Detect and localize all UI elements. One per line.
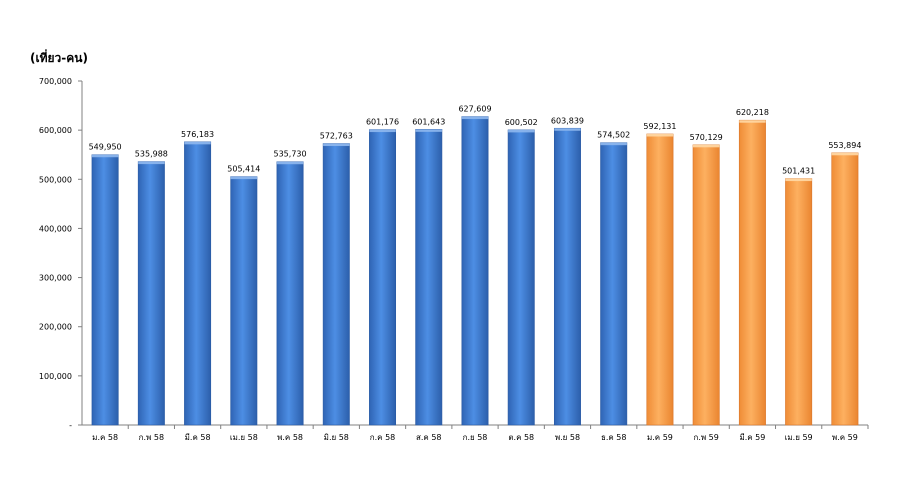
- x-tick-label: ก.ย 58: [463, 433, 488, 442]
- bar: [322, 143, 350, 426]
- bar: [785, 178, 813, 426]
- bar-top-highlight: [323, 143, 350, 147]
- bar: [230, 176, 258, 426]
- bar-top-highlight: [831, 152, 859, 156]
- bar-top-highlight: [230, 176, 258, 180]
- bar: [369, 129, 397, 426]
- x-tick-label: มี.ค 58: [185, 433, 211, 442]
- data-label: 549,950: [89, 143, 122, 152]
- bar-top-highlight: [415, 129, 442, 132]
- x-tick-label: พ.ค 58: [277, 433, 303, 442]
- bar-top-highlight: [276, 161, 304, 165]
- data-label: 601,643: [412, 117, 445, 126]
- data-label: 535,730: [274, 150, 307, 159]
- x-tick-label: ส.ค 58: [416, 433, 442, 442]
- data-label: 574,502: [597, 131, 630, 140]
- bar-top-highlight: [369, 129, 396, 133]
- data-label: 627,609: [458, 105, 491, 114]
- data-label: 570,129: [690, 133, 723, 142]
- bar: [600, 142, 628, 426]
- data-label: 620,218: [736, 108, 769, 117]
- bar-top-highlight: [600, 142, 627, 146]
- bar-top-highlight: [554, 128, 581, 131]
- x-tick-label: มี.ค 59: [739, 433, 765, 442]
- data-label: 592,131: [643, 122, 676, 131]
- x-tick-label: ก.พ 58: [139, 433, 164, 442]
- bar: [184, 141, 212, 426]
- bar: [831, 152, 859, 426]
- x-tick-label: ม.ค 59: [647, 433, 673, 442]
- bar-top-highlight: [184, 141, 211, 145]
- y-tick-label: 100,000: [39, 372, 72, 381]
- data-label: 505,414: [227, 165, 260, 174]
- bar-top-highlight: [461, 116, 489, 120]
- y-tick-label: 400,000: [39, 224, 72, 233]
- bar-top-highlight: [138, 161, 165, 165]
- x-tick-label: เม.ย 58: [230, 433, 258, 442]
- y-tick-label: 600,000: [39, 126, 72, 135]
- y-tick-label: 300,000: [39, 274, 72, 283]
- bar: [137, 161, 165, 426]
- y-tick-label: 700,000: [39, 77, 72, 86]
- x-tick-label: ต.ค 58: [508, 433, 534, 442]
- bar: [507, 129, 535, 426]
- bar-top-highlight: [785, 178, 812, 182]
- x-tick-label: พ.ย 58: [555, 433, 580, 442]
- bar-top-highlight: [646, 134, 674, 137]
- x-tick-label: มิ.ย 58: [324, 433, 349, 442]
- bar: [692, 144, 720, 426]
- bar: [415, 129, 443, 426]
- data-label: 601,176: [366, 118, 399, 127]
- bar: [646, 133, 674, 426]
- bar: [738, 119, 766, 426]
- x-tick-label: เม.ย 59: [785, 433, 813, 442]
- x-tick-label: ก.พ 59: [693, 433, 718, 442]
- plot-area: - 100,000 200,000 300,000 400,000 500,000 600,…: [39, 77, 869, 442]
- bar-top-highlight: [739, 120, 766, 123]
- data-label: 576,183: [181, 130, 214, 139]
- x-tick-label: พ.ค 59: [832, 433, 858, 442]
- data-label: 600,502: [505, 118, 538, 127]
- data-label: 553,894: [828, 141, 861, 150]
- bar-top-highlight: [692, 144, 720, 148]
- y-tick-label: -: [69, 421, 72, 430]
- data-label: 535,988: [135, 150, 168, 159]
- bar: [276, 161, 304, 426]
- y-tick-label: 500,000: [39, 175, 72, 184]
- bar-top-highlight: [508, 129, 535, 133]
- x-tick-label: ก.ค 58: [370, 433, 395, 442]
- data-label: 603,839: [551, 116, 584, 125]
- bar-top-highlight: [91, 154, 119, 158]
- y-tick-label: 200,000: [39, 323, 72, 332]
- bar: [461, 116, 489, 426]
- y-axis-unit-label: (เที่ยว-คน): [30, 49, 88, 65]
- data-label: 501,431: [782, 167, 815, 176]
- data-label: 572,763: [320, 132, 353, 141]
- x-tick-label: ม.ค 58: [92, 433, 118, 442]
- x-tick-label: ธ.ค 58: [601, 433, 627, 442]
- bar: [553, 127, 581, 426]
- bar: [91, 154, 119, 426]
